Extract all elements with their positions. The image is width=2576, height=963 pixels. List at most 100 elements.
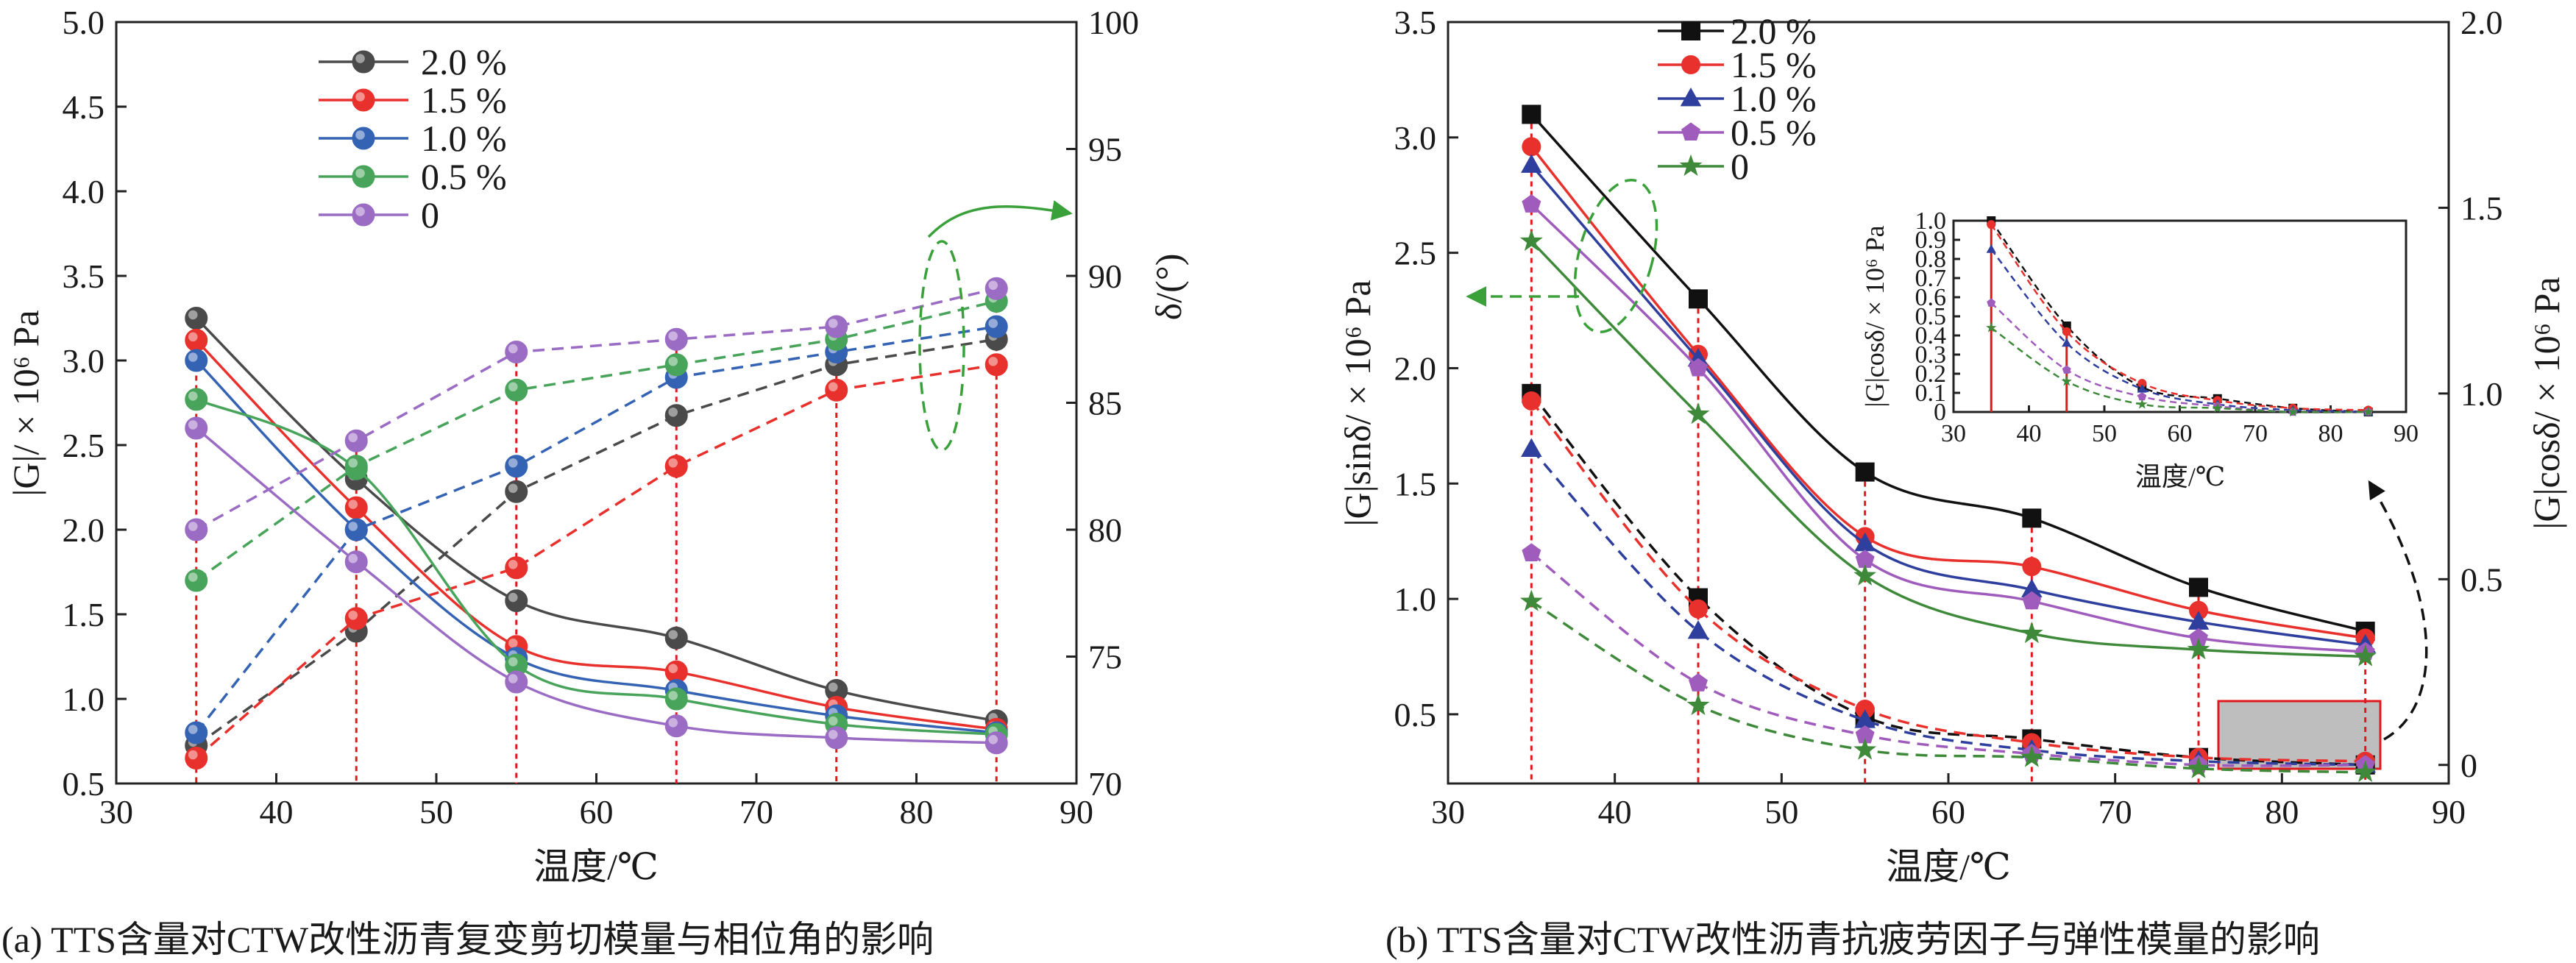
- a-modulus-line-2: [195, 359, 997, 734]
- b-sin-point: [2187, 637, 2210, 660]
- inset-x-tick-label: 30: [1941, 420, 1966, 447]
- a-modulus-point-highlight: [668, 718, 678, 728]
- a-legend-marker: [352, 88, 375, 112]
- inset-y-tick-label: 0.9: [1915, 227, 1947, 254]
- b-y-tick-label: 3.0: [1394, 119, 1437, 157]
- inset-y-tick-label: 0.4: [1915, 322, 1947, 349]
- inset-y-tick-label: 0.8: [1915, 246, 1947, 273]
- a-x-tick-label: 80: [900, 793, 934, 831]
- a-phase-point-body: [984, 315, 1008, 338]
- panel-b: 30 40 50 60 70 80 90 0.5 1.0 1.5 2.0 2.5 3.0 3.5 0 0.5 1…: [1337, 4, 2567, 960]
- b-cos-line-0: [1530, 392, 2366, 767]
- b-cos-point: [1521, 438, 1542, 458]
- a-y-tick-label: 4.5: [63, 88, 105, 126]
- a-modulus-point: [664, 626, 688, 650]
- b-sin-point: [2022, 591, 2042, 610]
- a-phase-point-body: [344, 607, 368, 630]
- panel-a-y-axis-title: |G|/ × 10⁶ Pa: [5, 310, 46, 496]
- inset-x-tick-label: 40: [2017, 420, 2042, 447]
- a-modulus-point: [344, 550, 368, 574]
- a-phase-point-body: [185, 721, 208, 745]
- a-phase-point-body: [185, 569, 208, 592]
- a-phase-point-body: [825, 315, 848, 338]
- b-cos-line-4: [1530, 600, 2366, 774]
- panel-b-legend: 2.0 %1.5 %1.0 %0.5 %0: [1658, 10, 1817, 187]
- b-cos-point: [1854, 709, 1876, 728]
- b-sin-point: [2021, 578, 2043, 597]
- panel-b-caption: (b) TTS含量对CTW改性沥青抗疲劳因子与弹性模量的影响: [1385, 919, 2320, 960]
- panel-b-right-axis-title: |G|cosδ/ × 10⁶ Pa: [2526, 277, 2567, 529]
- a-modulus-line-0: [195, 317, 997, 722]
- a-phase-point: [505, 480, 528, 503]
- b-sin-point: [1522, 137, 1541, 157]
- a-phase-point-body: [344, 455, 368, 478]
- a-right-tick-label: 70: [1088, 765, 1122, 803]
- a-modulus-line-1: [195, 339, 997, 731]
- panel-a-annotation-ellipse: [918, 240, 965, 452]
- a-phase-point: [984, 277, 1008, 300]
- a-right-tick-label: 80: [1088, 511, 1122, 549]
- panel-b-inset-arrow: [2368, 480, 2428, 741]
- b-y-tick-label: 0.5: [1394, 696, 1437, 733]
- a-modulus-point-body: [185, 328, 208, 352]
- inset-x-tick-label: 80: [2318, 420, 2343, 447]
- a-legend-marker: [352, 50, 375, 74]
- b-sin-point: [1855, 462, 1875, 482]
- a-x-tick-label: 60: [580, 793, 614, 831]
- a-phase-point: [185, 569, 208, 592]
- inset-x-tick-label: 90: [2394, 420, 2419, 447]
- a-modulus-point-highlight: [348, 553, 358, 564]
- a-phase-point-highlight: [348, 433, 358, 443]
- b-legend-label: 2.0 %: [1731, 10, 1817, 51]
- a-phase-point: [185, 518, 208, 541]
- b-legend-label: 0: [1731, 146, 1749, 187]
- inset-y-tick-label: 0.3: [1915, 341, 1947, 369]
- a-phase-line-3: [195, 299, 997, 582]
- a-phase-point-highlight: [188, 750, 198, 760]
- inset-series: [1986, 216, 2374, 417]
- inset-point: [1986, 244, 1996, 253]
- b-sin-point: [2022, 508, 2042, 528]
- a-modulus-point-body: [185, 388, 208, 411]
- b-y-tick-label: 2.5: [1394, 235, 1437, 272]
- a-modulus-point-body: [664, 687, 688, 711]
- a-legend-marker-highlight: [355, 207, 365, 216]
- a-phase-point: [344, 518, 368, 541]
- a-modulus-point-body: [505, 589, 528, 613]
- a-modulus-point-highlight: [668, 664, 678, 673]
- a-modulus-point: [825, 726, 848, 750]
- b-cos-point: [1522, 391, 1541, 411]
- a-phase-point-body: [664, 353, 688, 377]
- a-legend-marker-body: [352, 50, 375, 74]
- inset-y-tick-label: 0.7: [1915, 265, 1947, 292]
- a-y-tick-label: 1.0: [63, 681, 105, 718]
- a-legend-marker-body: [352, 203, 375, 227]
- a-phase-point-body: [505, 378, 528, 402]
- b-cos-line-2: [1530, 448, 2366, 767]
- a-modulus-point-body: [344, 550, 368, 574]
- a-x-tick-label: 30: [99, 793, 133, 831]
- inset-point: [2212, 402, 2223, 413]
- inset-point: [2137, 383, 2147, 393]
- a-phase-point-body: [344, 429, 368, 452]
- a-x-tick-label: 40: [260, 793, 294, 831]
- panel-b-guide-lines: [1530, 114, 2367, 783]
- a-phase-point-body: [664, 327, 688, 351]
- a-modulus-point-body: [344, 496, 368, 519]
- a-modulus-point-highlight: [988, 735, 998, 745]
- a-phase-point-body: [344, 518, 368, 541]
- a-phase-point-highlight: [508, 382, 518, 392]
- a-phase-point-highlight: [188, 725, 198, 734]
- panel-a: 30 40 50 60 70 80 90 0.5 1.0 1.5 2.0 2.5 3.0 3.5 4.0 4.…: [1, 4, 1189, 960]
- a-y-tick-label: 0.5: [63, 765, 105, 803]
- b-y-tick-label: 1.0: [1394, 580, 1437, 618]
- a-phase-point-highlight: [188, 522, 198, 531]
- b-x-tick-label: 90: [2432, 793, 2466, 831]
- b-y-tick-label: 1.5: [1394, 465, 1437, 502]
- a-y-tick-label: 3.5: [63, 257, 105, 295]
- a-modulus-point-highlight: [668, 691, 678, 700]
- a-right-tick-label: 95: [1088, 131, 1122, 168]
- a-y-tick-label: 3.0: [63, 342, 105, 380]
- b-cos-point: [1519, 589, 1543, 611]
- b-sin-point: [1855, 550, 1875, 568]
